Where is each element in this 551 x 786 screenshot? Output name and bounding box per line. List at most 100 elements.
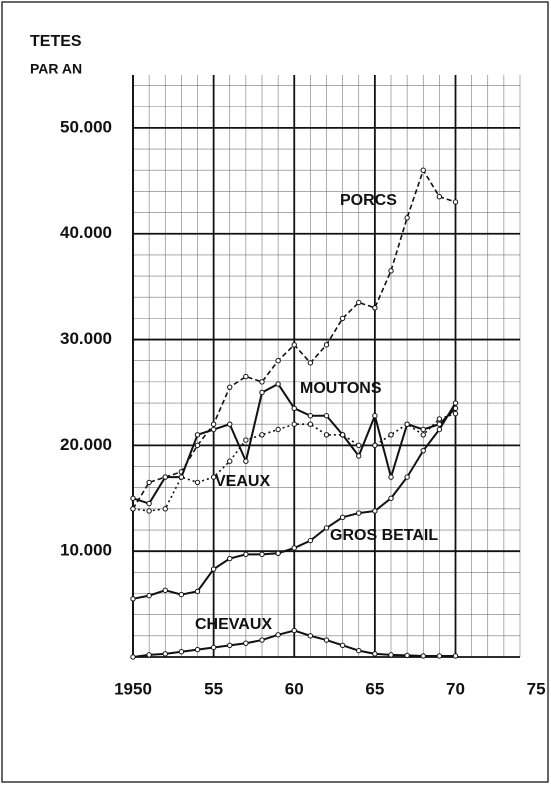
- data-point: [339, 642, 346, 649]
- data-point: [291, 342, 297, 348]
- data-point: [323, 432, 330, 438]
- data-point: [227, 458, 233, 464]
- data-point: [259, 432, 265, 438]
- data-point: [420, 653, 426, 659]
- data-point: [420, 426, 426, 433]
- data-point: [372, 651, 378, 657]
- data-point: [162, 474, 168, 480]
- data-point: [420, 167, 426, 173]
- data-point: [275, 550, 281, 556]
- x-tick-label: 55: [204, 679, 223, 698]
- data-point: [436, 653, 443, 659]
- data-point: [210, 566, 217, 572]
- data-point: [436, 193, 443, 200]
- data-point: [323, 413, 330, 419]
- data-point: [404, 215, 410, 221]
- data-point: [452, 653, 459, 659]
- y-tick-label: 40.000: [60, 223, 112, 242]
- data-point: [194, 479, 201, 486]
- series-label: GROS BETAIL: [330, 527, 438, 544]
- data-point: [130, 596, 136, 602]
- data-point: [404, 421, 410, 427]
- y-tick-label: 10.000: [60, 541, 112, 560]
- y-tick-label: 30.000: [60, 329, 112, 348]
- data-point: [307, 413, 314, 419]
- x-tick-label: 1950: [114, 679, 152, 698]
- data-point: [259, 551, 265, 558]
- data-point: [243, 373, 249, 380]
- data-point: [178, 649, 185, 655]
- x-tick-label: 75: [527, 679, 546, 698]
- data-point: [452, 199, 459, 205]
- data-point: [420, 432, 426, 438]
- data-point: [323, 637, 330, 643]
- data-point: [356, 510, 362, 516]
- data-point: [243, 437, 249, 443]
- data-point: [356, 442, 362, 449]
- data-point: [227, 384, 233, 390]
- data-point: [243, 458, 249, 464]
- y-axis-title: TETES: [30, 33, 82, 50]
- data-point: [146, 508, 152, 514]
- data-point: [146, 652, 152, 658]
- y-tick-label: 50.000: [60, 117, 112, 136]
- data-point: [210, 426, 217, 433]
- data-point: [194, 432, 201, 438]
- data-point: [356, 299, 362, 306]
- data-point: [227, 555, 233, 562]
- data-point: [178, 591, 185, 598]
- data-point: [146, 500, 152, 507]
- data-point: [307, 360, 314, 366]
- series-label: PORCS: [340, 192, 397, 209]
- data-point: [275, 632, 281, 638]
- data-point: [436, 416, 443, 422]
- data-point: [452, 410, 459, 417]
- y-tick-label: 20.000: [60, 435, 112, 454]
- data-point: [130, 495, 136, 501]
- data-point: [404, 474, 410, 480]
- data-point: [291, 421, 297, 427]
- data-point: [372, 305, 378, 311]
- data-point: [146, 479, 152, 486]
- data-point: [323, 342, 330, 348]
- data-point: [243, 551, 249, 558]
- data-point: [178, 474, 185, 480]
- x-tick-label: 65: [365, 679, 384, 698]
- data-point: [291, 627, 297, 634]
- data-point: [307, 537, 314, 544]
- data-point: [388, 495, 394, 501]
- series-label: VEAUX: [215, 473, 270, 490]
- data-point: [388, 432, 394, 438]
- data-point: [436, 426, 443, 433]
- series-label: CHEVAUX: [195, 616, 272, 633]
- data-point: [420, 447, 426, 454]
- data-point: [259, 389, 265, 396]
- data-point: [194, 442, 201, 449]
- data-point: [339, 432, 346, 438]
- data-point: [372, 442, 378, 449]
- data-point: [259, 637, 265, 643]
- data-point: [388, 652, 394, 658]
- data-point: [452, 400, 459, 406]
- data-point: [146, 592, 152, 599]
- data-point: [243, 640, 249, 646]
- data-point: [404, 652, 410, 659]
- data-point: [307, 633, 314, 639]
- data-point: [388, 474, 394, 480]
- series-label: MOUTONS: [300, 380, 382, 397]
- data-point: [130, 506, 136, 512]
- data-point: [162, 506, 168, 512]
- data-point: [259, 379, 265, 385]
- data-point: [291, 405, 297, 412]
- data-point: [227, 421, 233, 427]
- data-point: [162, 587, 168, 594]
- data-point: [339, 315, 346, 322]
- data-point: [275, 358, 281, 364]
- data-point: [275, 426, 281, 433]
- data-point: [210, 644, 217, 651]
- data-point: [162, 651, 168, 657]
- x-tick-label: 60: [285, 679, 304, 698]
